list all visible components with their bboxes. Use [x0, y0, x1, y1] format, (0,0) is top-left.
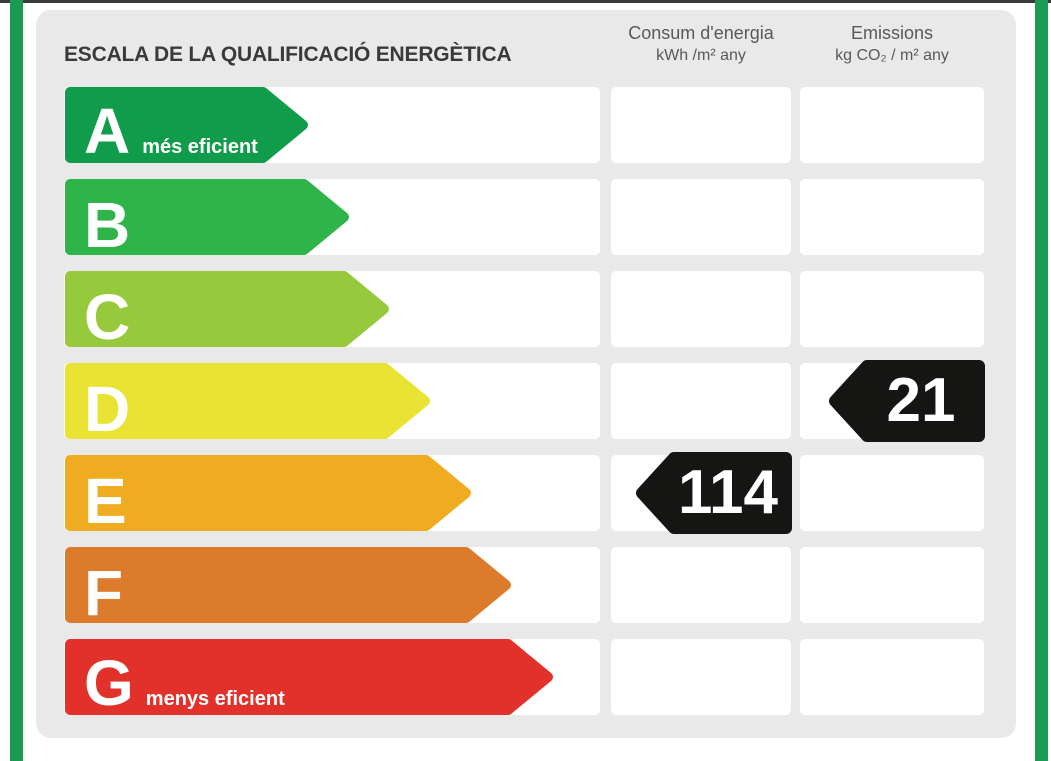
right-green-border	[1035, 0, 1048, 761]
emissions-column-title: Emissions	[850, 23, 934, 43]
rating-labels: B	[84, 188, 142, 261]
emissions-cell	[800, 179, 984, 255]
emissions-value-arrow: 21	[827, 359, 987, 443]
emissions-cell	[800, 455, 984, 531]
emissions-column-units: kg CO₂ / m² any	[835, 47, 949, 64]
rating-row-e: E 114	[64, 452, 984, 537]
rating-arrow-track: F	[64, 547, 600, 629]
column-header-emissions: Emissions kg CO₂ / m² any	[800, 23, 984, 65]
rating-efficiency-label: menys eficient	[145, 688, 285, 710]
rating-arrow-shape	[65, 87, 308, 163]
emissions-value-arrow-shape	[829, 360, 985, 442]
rating-labels: C	[84, 280, 142, 353]
rating-arrow: G menys eficient	[64, 639, 554, 715]
consum-cell	[611, 363, 791, 439]
rating-arrow-shape	[65, 639, 553, 715]
emissions-cell	[800, 639, 984, 715]
consum-cell	[611, 179, 791, 255]
rating-arrow-track: C	[64, 271, 600, 353]
rating-arrow: C	[64, 271, 390, 353]
rating-labels: A més eficient	[84, 95, 258, 167]
page-title: ESCALA DE LA QUALIFICACIÓ ENERGÈTICA	[64, 43, 512, 66]
rating-rows: A més eficient B C	[64, 87, 985, 731]
rating-arrow: D	[64, 363, 431, 445]
consum-cell	[611, 271, 791, 347]
rating-arrow-shape	[65, 547, 511, 623]
rating-arrow: E	[64, 455, 472, 537]
emissions-cell	[800, 547, 984, 623]
rating-letter: G	[84, 647, 134, 719]
rating-labels: F	[84, 556, 135, 629]
rating-arrow-shape	[65, 179, 349, 255]
rating-arrow-track: G menys eficient	[64, 639, 600, 715]
rating-letter: C	[84, 280, 131, 353]
rating-letter: A	[84, 95, 131, 167]
rating-arrow-shape	[65, 271, 389, 347]
consum-column-title: Consum d'energia	[628, 23, 774, 43]
top-border-line	[0, 0, 1051, 3]
rating-labels: G menys eficient	[84, 647, 285, 719]
consum-cell	[611, 639, 791, 715]
rating-arrow: A més eficient	[64, 87, 309, 163]
rating-arrow-track: E	[64, 455, 600, 537]
rating-arrow: B	[64, 179, 350, 261]
rating-row-c: C	[64, 271, 984, 353]
emissions-value: 21	[886, 366, 956, 435]
rating-row-a: A més eficient	[64, 87, 984, 163]
rating-row-f: F	[64, 547, 984, 629]
rating-row-b: B	[64, 179, 984, 261]
rating-arrow: F	[64, 547, 512, 629]
consum-value-arrow-shape	[636, 452, 792, 534]
rating-row-d: D 21	[64, 360, 985, 445]
consum-cell	[611, 87, 791, 163]
consum-cell: 114	[611, 452, 792, 534]
emissions-cell	[800, 87, 984, 163]
rating-arrow-track: B	[64, 179, 600, 261]
rating-labels: D	[84, 372, 142, 445]
rating-row-g: G menys eficient	[64, 639, 984, 715]
rating-letter: B	[84, 188, 131, 261]
column-header-consum: Consum d'energia kWh /m² any	[611, 23, 791, 65]
consum-column-units: kWh /m² any	[656, 47, 746, 64]
rating-arrow-track: D	[64, 363, 600, 445]
rating-arrow-shape	[65, 363, 430, 439]
rating-arrow-track: A més eficient	[64, 87, 600, 163]
consum-value-arrow: 114	[634, 451, 794, 535]
consum-cell	[611, 547, 791, 623]
rating-letter: F	[84, 556, 124, 629]
emissions-cell: 21	[800, 360, 985, 442]
energy-scale-panel: ESCALA DE LA QUALIFICACIÓ ENERGÈTICA Con…	[36, 10, 1016, 738]
rating-labels: E	[84, 464, 139, 537]
emissions-cell	[800, 271, 984, 347]
rating-efficiency-label: més eficient	[142, 136, 258, 158]
rating-letter: D	[84, 372, 131, 445]
rating-letter: E	[84, 464, 127, 537]
rating-arrow-shape	[65, 455, 471, 531]
consum-value: 114	[677, 458, 779, 527]
left-green-border	[10, 0, 23, 761]
